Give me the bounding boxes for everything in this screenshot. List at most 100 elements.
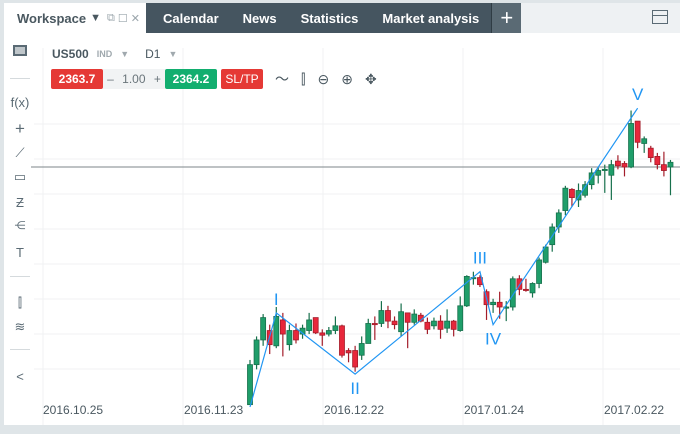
x-tick-label: 2017.01.24 [464,403,525,417]
candle-body [615,160,621,167]
candle-body [490,301,496,306]
timeframe[interactable]: D1 [145,47,161,61]
wave-label-iv: IV [485,330,502,349]
elliott-wave-line [249,107,639,408]
candle-body [555,212,562,228]
x-tick-label: 2016.12.22 [324,403,385,417]
candle-body [365,323,372,344]
add-tab-button[interactable]: + [491,3,522,33]
tab-news[interactable]: News [242,10,277,26]
sell-button[interactable]: 2363.7 [51,69,103,89]
candle-body [404,312,411,323]
candle-body [529,283,536,294]
layout-icon[interactable] [652,10,668,24]
candle-body [378,310,385,324]
candle-body [411,313,418,323]
chevron-down-icon[interactable]: ▼ [168,49,178,59]
candle-body [260,317,267,341]
bottom-bar [4,425,680,434]
candle-body [306,319,313,331]
candle-body [621,163,628,168]
close-icon[interactable]: ✕ [130,12,140,25]
candle-body [523,288,529,291]
chevron-down-icon[interactable]: ▼ [120,49,130,59]
candle-body [424,321,431,330]
instrument-selector[interactable]: US500 IND ▼ D1 ▼ [52,47,177,61]
pitchfork-icon[interactable]: ⋲ [14,220,26,232]
candle-body [398,311,405,333]
chart-panel: I II III IV V f(x) + ⟋ ▭ Ƶ ⋲ T ⫿ ≋ < US500 I… [4,33,680,425]
candle-body [312,317,319,334]
candle-body [516,278,523,290]
share-icon[interactable]: < [16,369,24,384]
decrease-button[interactable]: – [107,72,114,86]
candle-body [608,164,615,176]
crosshair-icon[interactable]: + [15,119,25,138]
candle-body [457,305,464,331]
candle-body [654,156,661,166]
trendline-icon[interactable]: ⟋ [15,145,25,160]
workspace-tab[interactable]: Workspace ▼ ⧉ ☐ ✕ [4,3,146,33]
indicators-icon[interactable]: f(x) [10,95,30,110]
candle-body [595,170,602,176]
wave-label-v: V [632,85,644,104]
layers-icon[interactable]: ≋ [14,319,26,334]
candle-body [339,325,345,356]
divider [10,78,30,79]
tab-statistics[interactable]: Statistics [300,10,359,26]
left-toolbar: f(x) + ⟋ ▭ Ƶ ⋲ T ⫿ ≋ < [4,33,34,425]
candle-body [667,161,674,168]
text-tool-icon[interactable]: T [16,245,24,260]
chart-type-icon[interactable]: ⫿ [17,295,23,310]
candle-body [628,123,634,168]
top-bar: Workspace ▼ ⧉ ☐ ✕ Calendar News Statisti… [4,3,680,33]
candle-body [325,330,332,335]
candle-body [647,147,654,158]
zoom-out-icon[interactable]: ⊖ [317,70,330,87]
candle-body [345,350,352,354]
divider [10,349,30,350]
tab-bar: Calendar News Statistics Market analysis [146,3,492,33]
x-tick-label: 2016.10.25 [43,403,104,417]
candle-body [661,164,667,171]
wave-label-i: I [274,290,279,309]
candle-body [391,320,398,326]
buy-button[interactable]: 2364.2 [165,69,217,89]
candle-body [634,120,641,143]
chart-window-icon[interactable] [10,45,30,56]
candle-body [431,320,437,327]
tab-market-analysis[interactable]: Market analysis [382,10,480,26]
increase-button[interactable]: + [153,72,161,86]
quantity-stepper[interactable]: – 1.00 + [103,69,165,89]
wave-label-ii: II [350,379,359,398]
candle-body [450,320,457,330]
pan-icon[interactable]: ✥ [364,70,377,87]
candle-body [444,320,451,329]
rectangle-icon[interactable]: ▭ [13,169,27,184]
zoom-in-icon[interactable]: ⊕ [341,70,353,87]
candle-body [641,138,648,144]
candle-body [273,316,280,347]
fibonacci-icon[interactable]: Ƶ [16,195,24,210]
candles-icon[interactable]: ⫿ [301,70,306,87]
candle-body [536,259,542,284]
sltp-button[interactable]: SL/TP [221,69,263,89]
popout-icon[interactable]: ⧉ [107,11,115,24]
x-tick-label: 2016.11.23 [184,403,244,417]
line-chart-icon[interactable]: 〜 [275,71,289,87]
wave-label-iii: III [473,249,487,268]
tab-calendar[interactable]: Calendar [163,10,219,26]
candle-body [496,301,503,308]
dropdown-icon[interactable]: ▼ [90,12,102,24]
quantity-value[interactable]: 1.00 [122,72,146,86]
candle-body [575,190,582,201]
candle-body [509,278,516,308]
maximize-icon[interactable]: ☐ [117,12,128,25]
symbol[interactable]: US500 [52,47,89,61]
workspace-label: Workspace [17,10,87,26]
candle-body [437,320,444,330]
trade-panel: 2363.7 – 1.00 + 2364.2 SL/TP 〜 ⫿ ⊖ ⊕ ✥ [51,69,377,89]
candle-body [588,172,595,186]
candle-body [352,350,359,368]
